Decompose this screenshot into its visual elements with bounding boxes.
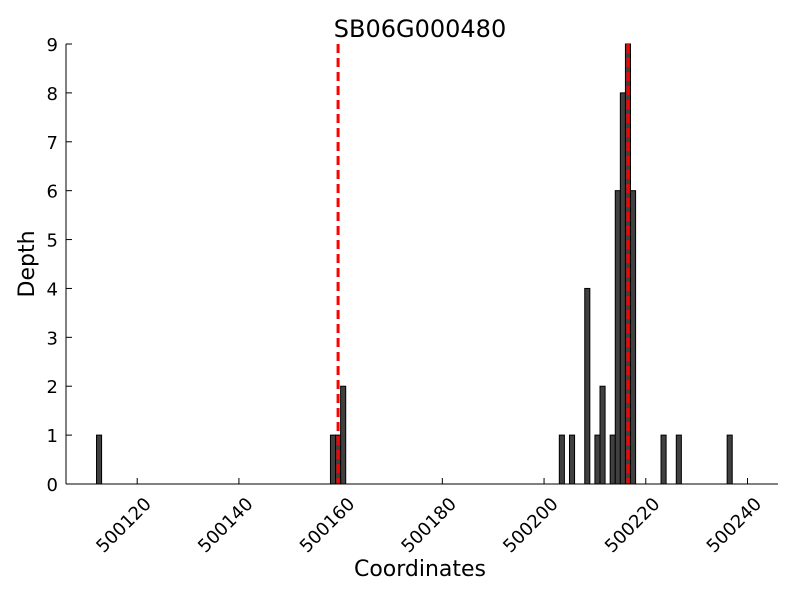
bar-500214 xyxy=(614,190,621,485)
bar-500158 xyxy=(329,434,337,485)
x-tick-label-500140: 500140 xyxy=(194,494,257,557)
y-tick-label-7: 7 xyxy=(47,133,58,154)
bar-500210 xyxy=(594,434,601,485)
y-axis-label: Depth xyxy=(15,230,40,297)
bar-500208 xyxy=(584,287,591,485)
y-tick-label-6: 6 xyxy=(47,182,58,203)
bar-500211 xyxy=(599,385,606,485)
bar-500236 xyxy=(726,434,733,485)
y-tick-label-2: 2 xyxy=(47,377,58,398)
bar-500205 xyxy=(568,434,576,485)
y-tick-label-8: 8 xyxy=(47,84,58,105)
bar-500223 xyxy=(660,434,667,485)
y-tick-label-0: 0 xyxy=(47,475,58,496)
bars-group xyxy=(96,43,733,485)
y-tick-label-4: 4 xyxy=(47,279,58,300)
y-tick-label-3: 3 xyxy=(47,328,58,349)
x-tick-label-500240: 500240 xyxy=(703,494,766,557)
y-tick-label-9: 9 xyxy=(47,35,58,56)
y-tick-label-5: 5 xyxy=(47,231,58,252)
x-tick-label-500120: 500120 xyxy=(92,494,155,557)
bar-500213 xyxy=(609,434,616,485)
chart-title: SB06G000480 xyxy=(334,15,506,43)
bar-500112 xyxy=(96,434,103,485)
x-tick-label-500220: 500220 xyxy=(601,494,664,557)
bar-500203 xyxy=(558,434,565,485)
axes-group xyxy=(65,44,778,485)
y-tick-label-1: 1 xyxy=(47,426,58,447)
x-tick-label-500180: 500180 xyxy=(397,494,460,557)
bar-500226 xyxy=(675,434,682,485)
x-tick-label-500160: 500160 xyxy=(296,494,359,557)
x-tick-label-500200: 500200 xyxy=(499,494,562,557)
bar-500215 xyxy=(619,92,626,485)
bar-500160 xyxy=(340,385,347,485)
x-ticks-group: 500120 500140 500160 500180 500200 500220 5002… xyxy=(92,478,766,557)
y-ticks-group: 0 1 2 3 4 5 6 7 8 9 xyxy=(47,35,72,496)
bar-500217 xyxy=(630,190,637,485)
bar-500216 xyxy=(624,43,632,485)
x-axis-label: Coordinates xyxy=(354,557,486,582)
reference-lines-group xyxy=(336,44,630,484)
